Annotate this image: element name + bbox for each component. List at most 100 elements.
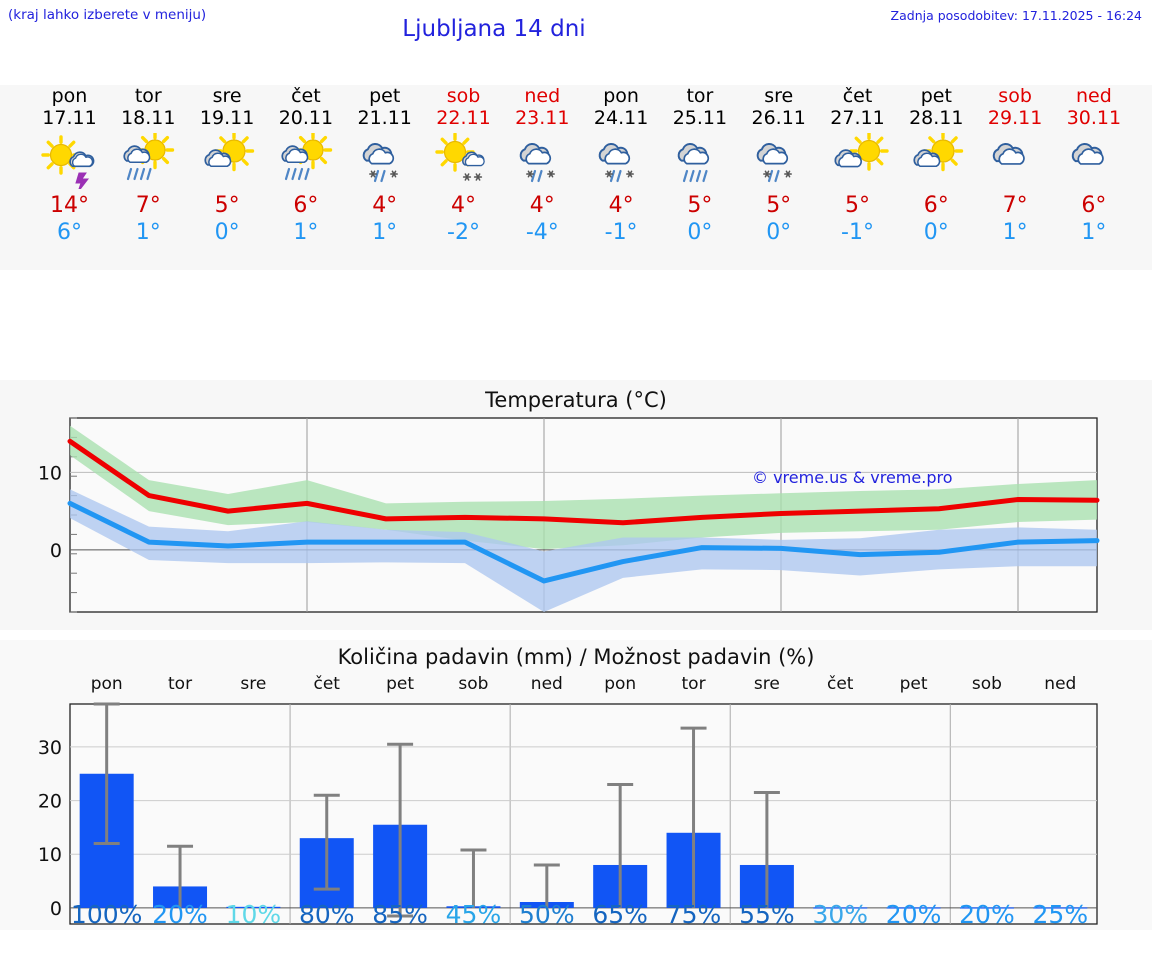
svg-text:30: 30 bbox=[38, 737, 62, 759]
day-of-week: sre bbox=[764, 85, 794, 107]
day-column[interactable]: pon 24.11 4° -1° bbox=[582, 85, 660, 246]
cloud-sleet-icon bbox=[503, 130, 581, 192]
day-of-week: čet bbox=[291, 85, 321, 107]
day-date: 21.11 bbox=[357, 107, 412, 129]
day-of-week: sob bbox=[446, 85, 481, 107]
day-date: 19.11 bbox=[199, 107, 255, 129]
precip-day-label: pet bbox=[899, 674, 928, 694]
day-temp-max: 4° bbox=[372, 193, 398, 218]
precip-day-label: tor bbox=[168, 674, 193, 694]
sun-cloud-icon bbox=[897, 130, 975, 192]
day-column[interactable]: pet 28.11 6° 0° bbox=[897, 85, 975, 246]
day-temp-max: 6° bbox=[1081, 193, 1107, 218]
day-temp-min: 1° bbox=[1002, 220, 1028, 245]
day-temp-max: 5° bbox=[845, 193, 870, 218]
svg-text:0: 0 bbox=[50, 898, 62, 920]
day-temp-max: 4° bbox=[451, 193, 476, 218]
day-of-week: pet bbox=[920, 85, 952, 107]
day-column[interactable]: tor 25.11 5° 0° bbox=[661, 85, 739, 246]
precip-probability-label: 20% bbox=[959, 900, 1015, 929]
day-column[interactable]: tor 18.11 7° 1° bbox=[109, 85, 187, 246]
precip-probability-label: 100% bbox=[70, 900, 143, 929]
svg-text:10: 10 bbox=[38, 462, 62, 484]
precip-day-label: ned bbox=[530, 674, 563, 694]
day-date: 29.11 bbox=[987, 107, 1043, 129]
day-date: 20.11 bbox=[278, 107, 334, 129]
precip-day-label: pet bbox=[386, 674, 415, 694]
day-temp-min: 1° bbox=[135, 220, 161, 245]
day-date: 30.11 bbox=[1066, 107, 1122, 129]
day-column[interactable]: sob 22.11 4° -2° bbox=[425, 85, 503, 246]
day-of-week: tor bbox=[134, 85, 162, 107]
page-title: Ljubljana 14 dni bbox=[402, 16, 586, 42]
day-of-week: čet bbox=[842, 85, 873, 107]
precip-probability-label: 30% bbox=[812, 900, 869, 929]
day-of-week: pon bbox=[603, 85, 639, 107]
cloud-sun-icon bbox=[819, 130, 897, 192]
precip-day-label: čet bbox=[313, 674, 340, 694]
day-temp-max: 4° bbox=[608, 193, 634, 218]
precip-day-label: pon bbox=[90, 674, 123, 694]
day-temp-max: 6° bbox=[923, 193, 949, 218]
day-of-week: ned bbox=[1075, 85, 1112, 107]
precip-probability-label: 20% bbox=[885, 900, 942, 929]
day-temp-min: -4° bbox=[525, 220, 559, 245]
last-updated-text: Zadnja posodobitev: 17.11.2025 - 16:24 bbox=[890, 8, 1142, 23]
day-temp-max: 14° bbox=[50, 193, 89, 218]
day-column[interactable]: ned 30.11 6° 1° bbox=[1055, 85, 1133, 246]
day-temp-min: 1° bbox=[1081, 220, 1107, 245]
day-column[interactable]: čet 27.11 5° -1° bbox=[819, 85, 897, 246]
day-column[interactable]: sre 19.11 5° 0° bbox=[188, 85, 266, 246]
precip-day-label: pon bbox=[604, 674, 637, 694]
day-temp-min: -2° bbox=[447, 220, 480, 245]
page-header: (kraj lahko izberete v meniju) Ljubljana… bbox=[0, 0, 1152, 52]
day-temp-min: 1° bbox=[372, 220, 398, 245]
precipitation-plot: 0 10 20 30 bbox=[38, 702, 1098, 925]
cloud-icon bbox=[976, 130, 1054, 192]
precip-day-label: sob bbox=[458, 674, 489, 694]
day-temp-max: 5° bbox=[214, 193, 240, 218]
day-date: 22.11 bbox=[436, 107, 491, 129]
day-temp-min: 6° bbox=[57, 220, 82, 245]
day-column[interactable]: ned 23.11 4° -4° bbox=[503, 85, 581, 246]
precip-day-label: ned bbox=[1044, 674, 1077, 694]
precip-probability-label: 85% bbox=[372, 900, 428, 929]
temperature-chart: Temperatura (°C) 0 10 bbox=[0, 380, 1152, 630]
day-of-week: tor bbox=[686, 85, 714, 107]
day-column[interactable]: čet 20.11 6° 1° bbox=[267, 85, 345, 246]
day-date: 18.11 bbox=[121, 107, 176, 129]
day-column[interactable]: pon 17.11 14° 6° bbox=[31, 85, 109, 246]
day-temp-max: 7° bbox=[1002, 193, 1028, 218]
day-column[interactable]: pet 21.11 4° 1° bbox=[346, 85, 424, 246]
copyright-notice: © vreme.us & vreme.pro bbox=[752, 468, 953, 487]
day-temp-min: -1° bbox=[841, 220, 874, 245]
day-column[interactable]: sre 26.11 5° 0° bbox=[740, 85, 818, 246]
day-of-week: pet bbox=[369, 85, 401, 107]
precip-probability-label: 20% bbox=[152, 900, 208, 929]
precipitation-chart: Količina padavin (mm) / Možnost padavin … bbox=[0, 640, 1152, 930]
day-date: 24.11 bbox=[593, 107, 649, 129]
svg-text:10: 10 bbox=[38, 844, 62, 866]
day-date: 27.11 bbox=[830, 107, 885, 129]
precip-probability-label: 80% bbox=[298, 900, 355, 929]
cloud-sleet-icon bbox=[740, 130, 818, 192]
day-temp-min: -1° bbox=[604, 220, 638, 245]
precip-day-label: sre bbox=[753, 674, 780, 694]
sun-cloud-icon bbox=[188, 130, 266, 192]
day-temp-max: 6° bbox=[293, 193, 319, 218]
day-column[interactable]: sob 29.11 7° 1° bbox=[976, 85, 1054, 246]
day-of-week: ned bbox=[524, 85, 561, 107]
day-temp-max: 5° bbox=[687, 193, 713, 218]
svg-text:0: 0 bbox=[50, 540, 62, 562]
daily-forecast-strip: pon 17.11 14° 6° tor 18.11 7° 1° sre 19.11 5° 0°… bbox=[0, 85, 1152, 270]
day-temp-min: 0° bbox=[214, 220, 240, 245]
day-temp-max: 7° bbox=[135, 193, 161, 218]
day-temp-max: 4° bbox=[529, 193, 555, 218]
temperature-plot: 0 10 bbox=[38, 417, 1100, 613]
day-date: 23.11 bbox=[515, 107, 570, 129]
menu-note: (kraj lahko izberete v meniju) bbox=[8, 7, 207, 23]
day-temp-min: 0° bbox=[687, 220, 713, 245]
sun-cloud-rain-icon bbox=[109, 130, 187, 192]
precip-probability-label: 45% bbox=[445, 900, 502, 929]
day-of-week: sob bbox=[998, 85, 1032, 107]
